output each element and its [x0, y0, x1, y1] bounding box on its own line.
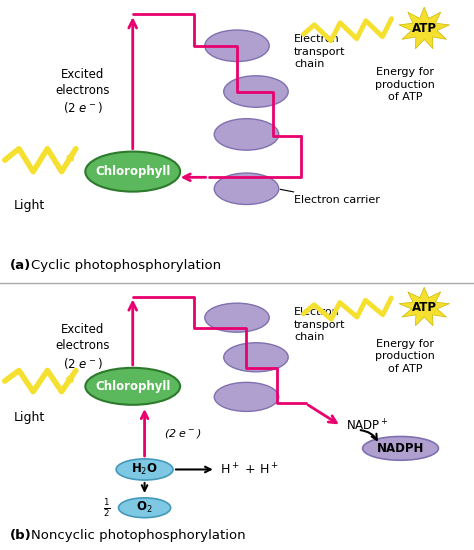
Ellipse shape [214, 173, 279, 205]
Ellipse shape [116, 459, 173, 480]
Text: (2 $e^-$): (2 $e^-$) [164, 427, 201, 441]
Text: Energy for
production
of ATP: Energy for production of ATP [375, 67, 435, 102]
Text: Light: Light [14, 200, 46, 212]
Ellipse shape [205, 303, 269, 332]
Text: Excited
electrons
(2 $e^-$): Excited electrons (2 $e^-$) [56, 323, 110, 371]
Text: ATP: ATP [412, 22, 437, 35]
Polygon shape [399, 287, 449, 326]
Text: Chlorophyll: Chlorophyll [95, 380, 171, 393]
Text: Energy for
production
of ATP: Energy for production of ATP [375, 339, 435, 373]
Text: (a): (a) [9, 258, 31, 272]
Text: H$^+$ + H$^+$: H$^+$ + H$^+$ [220, 462, 279, 477]
Text: Light: Light [14, 411, 46, 425]
Text: $\frac{1}{2}$: $\frac{1}{2}$ [103, 497, 110, 519]
Text: Noncyclic photophosphorylation: Noncyclic photophosphorylation [31, 529, 246, 542]
Text: ATP: ATP [412, 301, 437, 314]
Text: H$_2$O: H$_2$O [131, 462, 158, 477]
Ellipse shape [363, 437, 438, 460]
Ellipse shape [85, 152, 180, 191]
Ellipse shape [224, 76, 288, 107]
Text: NADPH: NADPH [377, 442, 424, 455]
Text: (b): (b) [9, 529, 31, 542]
Text: NADP$^+$: NADP$^+$ [346, 418, 389, 433]
Text: Excited
electrons
(2 $e^-$): Excited electrons (2 $e^-$) [56, 68, 110, 116]
Ellipse shape [224, 343, 288, 372]
Text: Electron
transport
chain: Electron transport chain [294, 307, 346, 342]
Ellipse shape [214, 382, 279, 411]
Text: Chlorophyll: Chlorophyll [95, 165, 171, 178]
Text: Electron carrier: Electron carrier [280, 189, 380, 205]
Polygon shape [399, 7, 449, 49]
Ellipse shape [85, 368, 180, 405]
Text: O$_2$: O$_2$ [137, 500, 153, 515]
Ellipse shape [214, 119, 279, 150]
Ellipse shape [205, 30, 269, 62]
Text: Electron
transport
chain: Electron transport chain [294, 34, 346, 69]
Text: Cyclic photophosphorylation: Cyclic photophosphorylation [31, 258, 221, 272]
Ellipse shape [118, 498, 171, 518]
